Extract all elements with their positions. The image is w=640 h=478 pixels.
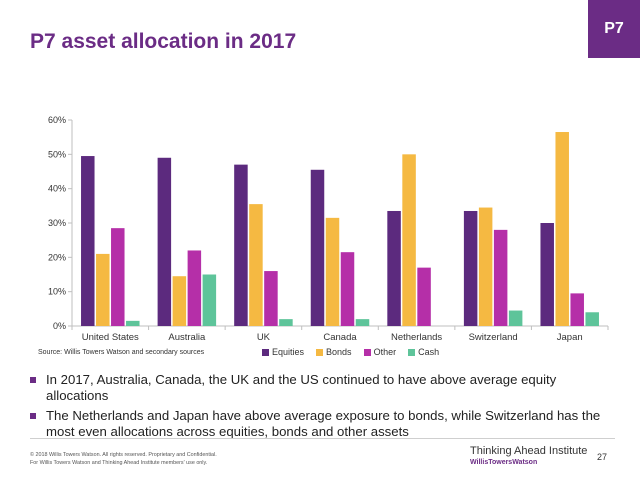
bar-bonds-netherlands xyxy=(402,154,416,326)
legend-swatch-cash xyxy=(408,348,416,356)
y-tick-label: 40% xyxy=(48,184,66,194)
legend-label-bonds: Bonds xyxy=(326,347,352,357)
bar-other-canada xyxy=(340,252,355,326)
brand-sub-logo: WillisTowersWatson xyxy=(470,459,538,466)
x-tick-label: Netherlands xyxy=(391,332,442,343)
bullet-marker-icon xyxy=(30,413,36,419)
slide-title: P7 asset allocation in 2017 xyxy=(30,30,297,53)
legend-swatch-bonds xyxy=(316,348,324,356)
bullet-item: In 2017, Australia, Canada, the UK and t… xyxy=(30,372,610,404)
legend-label-cash: Cash xyxy=(418,347,440,357)
footer-copyright: © 2018 Willis Towers Watson. All rights … xyxy=(30,452,217,458)
chart-source: Source: Willis Towers Watson and seconda… xyxy=(38,349,205,356)
x-tick-label: United States xyxy=(82,332,139,343)
bar-cash-switzerland xyxy=(508,310,523,326)
chart-legend: Equities Bonds Other Cash xyxy=(262,347,439,357)
y-tick-label: 30% xyxy=(48,218,66,228)
bar-other-uk xyxy=(264,271,278,326)
bar-other-japan xyxy=(570,293,584,326)
bar-equities-japan xyxy=(540,223,554,326)
bar-bonds-united-states xyxy=(96,253,110,326)
bar-cash-canada xyxy=(355,319,370,326)
bar-equities-australia xyxy=(157,157,172,326)
y-tick-label: 60% xyxy=(48,115,66,125)
y-tick-label: 10% xyxy=(48,287,66,297)
legend-swatch-other xyxy=(363,348,371,356)
legend-item-cash: Cash xyxy=(408,347,439,357)
bar-cash-australia xyxy=(202,274,217,326)
bar-equities-united-states xyxy=(81,156,95,326)
legend-item-other: Other xyxy=(363,347,397,357)
x-tick-label: Canada xyxy=(323,332,357,343)
slide-badge: P7 xyxy=(588,0,640,58)
x-tick-label: Switzerland xyxy=(469,332,518,343)
bar-other-switzerland xyxy=(493,229,508,326)
bar-other-australia xyxy=(187,250,202,326)
bar-equities-netherlands xyxy=(387,210,401,326)
footer-legal: © 2018 Willis Towers Watson. All rights … xyxy=(30,451,217,467)
legend-label-equities: Equities xyxy=(272,347,305,357)
bar-bonds-uk xyxy=(249,204,263,326)
bullet-text: In 2017, Australia, Canada, the UK and t… xyxy=(46,372,557,403)
bullet-list: In 2017, Australia, Canada, the UK and t… xyxy=(30,372,610,444)
bar-cash-japan xyxy=(585,312,599,326)
legend-swatch-equities xyxy=(262,348,269,356)
bar-equities-uk xyxy=(234,164,248,326)
footer-usage: For Willis Towers Watson and Thinking Ah… xyxy=(30,460,208,466)
bullet-item: The Netherlands and Japan have above ave… xyxy=(30,408,610,440)
legend-item-equities: Equities xyxy=(262,347,304,357)
bullet-marker-icon xyxy=(30,377,36,383)
y-tick-label: 0% xyxy=(53,321,66,331)
bullet-text: The Netherlands and Japan have above ave… xyxy=(46,408,601,439)
bar-bonds-japan xyxy=(555,132,569,326)
x-tick-label: Australia xyxy=(168,332,206,343)
bar-cash-united-states xyxy=(126,320,140,326)
y-tick-label: 50% xyxy=(48,149,66,159)
bar-bonds-switzerland xyxy=(478,207,493,326)
asset-allocation-chart: 0% 10% 20% 30% 40% 50% 60% United States Austral… xyxy=(48,115,609,343)
bar-bonds-australia xyxy=(172,276,187,326)
brand-name: Thinking Ahead Institute xyxy=(470,445,588,457)
bar-other-united-states xyxy=(111,228,125,326)
legend-label-other: Other xyxy=(373,347,397,357)
footer-brand: Thinking Ahead Institute WillisTowersWat… xyxy=(470,445,587,466)
bar-equities-switzerland xyxy=(463,210,478,326)
footer-divider xyxy=(30,438,615,439)
bar-bonds-canada xyxy=(325,217,340,326)
legend-item-bonds: Bonds xyxy=(316,347,352,357)
x-tick-label: Japan xyxy=(557,332,583,343)
bar-cash-uk xyxy=(279,319,293,326)
bar-other-netherlands xyxy=(417,267,431,326)
page-number: 27 xyxy=(597,452,608,462)
y-tick-label: 20% xyxy=(48,252,66,262)
bar-equities-canada xyxy=(310,169,325,326)
x-tick-label: UK xyxy=(257,332,271,343)
